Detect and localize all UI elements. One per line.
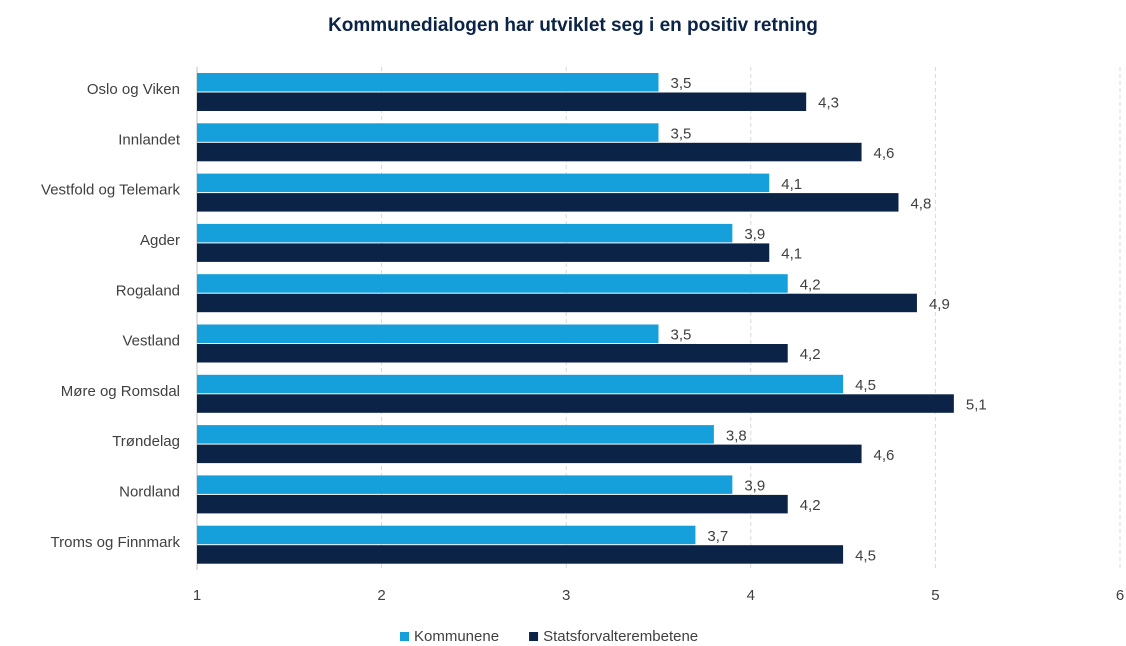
- data-label: 4,5: [855, 547, 876, 564]
- y-tick-label: Agder: [140, 232, 180, 249]
- bar: [197, 293, 917, 313]
- bar: [197, 223, 733, 243]
- bar: [197, 324, 659, 343]
- x-tick-label: 3: [562, 587, 570, 604]
- bar: [197, 243, 770, 262]
- bar: [197, 142, 862, 162]
- bar: [197, 545, 844, 564]
- bar: [197, 444, 862, 464]
- data-label: 4,5: [855, 377, 876, 394]
- bar: [197, 494, 788, 514]
- legend-swatch: [400, 632, 409, 641]
- data-label: 4,1: [781, 176, 802, 193]
- data-label: 5,1: [966, 397, 987, 414]
- bar: [197, 123, 659, 142]
- bar: [197, 173, 770, 193]
- bar: [197, 394, 954, 413]
- data-label: 4,6: [874, 447, 895, 464]
- x-tick-label: 2: [377, 587, 385, 604]
- data-label: 4,2: [800, 276, 821, 293]
- bar: [197, 92, 807, 111]
- x-tick-label: 5: [931, 587, 939, 604]
- data-label: 3,5: [671, 126, 692, 143]
- data-label: 3,5: [671, 75, 692, 92]
- data-label: 4,9: [929, 296, 950, 313]
- chart-title: Kommunedialogen har utviklet seg i en po…: [328, 15, 818, 36]
- x-tick-label: 4: [747, 587, 755, 604]
- data-label: 4,2: [800, 497, 821, 514]
- y-tick-label: Vestland: [122, 333, 180, 350]
- legend-swatch: [529, 632, 539, 641]
- y-tick-label: Rogaland: [116, 282, 180, 299]
- bar: [197, 274, 788, 293]
- data-label: 3,9: [744, 478, 765, 495]
- bar: [197, 73, 659, 92]
- y-tick-label: Troms og Finnmark: [51, 534, 181, 551]
- y-tick-label: Nordland: [119, 484, 180, 501]
- bar: [197, 344, 788, 363]
- y-tick-label: Møre og Romsdal: [61, 383, 180, 400]
- data-label: 4,3: [818, 95, 839, 112]
- data-label: 3,5: [671, 327, 692, 344]
- x-tick-label: 1: [193, 587, 201, 604]
- y-tick-label: Vestfold og Telemark: [41, 182, 180, 199]
- bar: [197, 425, 714, 444]
- legend-label: Kommunene: [414, 628, 499, 645]
- data-label: 4,6: [874, 145, 895, 162]
- y-tick-label: Trøndelag: [112, 433, 180, 450]
- data-label: 4,1: [781, 246, 802, 263]
- bar: [197, 525, 696, 545]
- x-tick-label: 6: [1116, 587, 1124, 604]
- data-label: 4,8: [910, 195, 931, 212]
- legend-label: Statsforvalterembetene: [543, 628, 698, 645]
- data-label: 3,9: [744, 226, 765, 243]
- y-tick-label: Oslo og Viken: [87, 81, 180, 98]
- data-label: 4,2: [800, 346, 821, 363]
- data-label: 3,7: [707, 528, 728, 545]
- y-tick-label: Innlandet: [118, 131, 181, 148]
- bar: [197, 374, 844, 394]
- data-label: 3,8: [726, 427, 747, 444]
- bar: [197, 193, 899, 212]
- bar: [197, 475, 733, 494]
